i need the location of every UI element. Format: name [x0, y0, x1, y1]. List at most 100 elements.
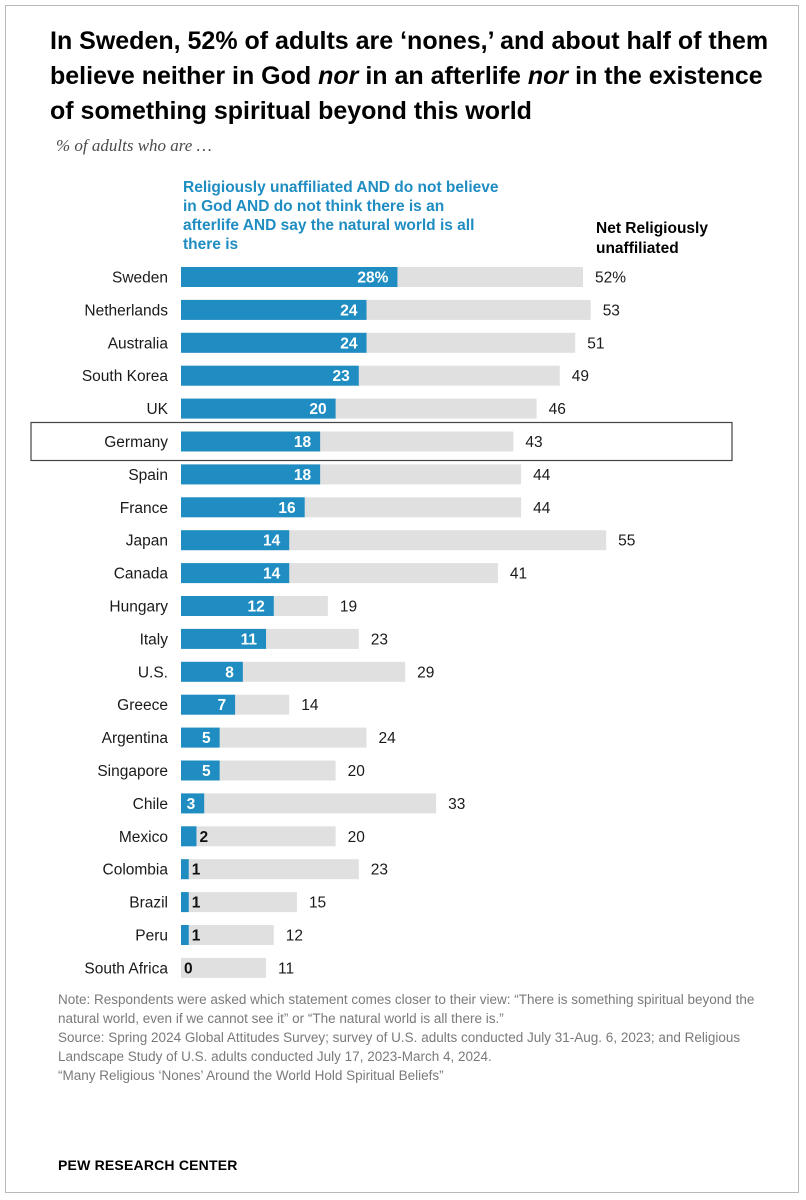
- blue-value-label-peru: 1: [192, 928, 201, 945]
- blue-bar-france: [181, 497, 305, 518]
- blue-value-label-south-africa: 0: [184, 960, 193, 977]
- category-label-germany: Germany: [104, 434, 168, 451]
- category-label-canada: Canada: [114, 566, 169, 583]
- chart-subtitle: % of adults who are …: [56, 136, 212, 155]
- blue-value-label-argentina: 5: [202, 730, 211, 747]
- chart-frame: [5, 5, 799, 1193]
- blue-value-label-mexico: 2: [199, 829, 208, 846]
- net-value-label-hungary: 19: [340, 599, 357, 616]
- blue-bar-mexico: [181, 826, 197, 847]
- net-value-label-netherlands: 53: [603, 302, 620, 319]
- net-value-label-south-korea: 49: [572, 368, 589, 385]
- category-label-france: France: [120, 500, 168, 517]
- net-series-header-text: Net Religiously unaffiliated: [596, 220, 708, 257]
- blue-value-label-sweden: 28%: [357, 270, 388, 287]
- chart-title: In Sweden, 52% of adults are ‘nones,’ an…: [50, 27, 769, 125]
- net-value-label-chile: 33: [448, 796, 465, 813]
- blue-bar-singapore: [181, 760, 220, 781]
- net-value-label-brazil: 15: [309, 895, 326, 912]
- net-value-label-south-africa: 11: [278, 960, 294, 977]
- category-label-mexico: Mexico: [119, 829, 168, 846]
- blue-bar-netherlands: [181, 299, 367, 320]
- blue-bar-uk: [181, 398, 336, 419]
- net-bar-brazil: [181, 892, 297, 913]
- blue-bar-japan: [181, 530, 290, 551]
- net-value-label-uk: 46: [549, 401, 566, 418]
- blue-value-label-hungary: 12: [248, 599, 265, 616]
- blue-bar-colombia: [181, 859, 189, 880]
- blue-bar-brazil: [181, 892, 189, 913]
- category-label-colombia: Colombia: [103, 862, 169, 879]
- blue-value-label-chile: 3: [187, 796, 196, 813]
- net-value-label-australia: 51: [587, 335, 604, 352]
- net-bar-argentina: [181, 727, 367, 748]
- category-label-australia: Australia: [108, 335, 169, 352]
- blue-bar-u-s: [181, 661, 243, 682]
- category-label-japan: Japan: [126, 533, 168, 550]
- net-value-label-spain: 44: [533, 467, 551, 484]
- net-bar-peru: [181, 925, 274, 945]
- blue-value-label-germany: 18: [294, 434, 312, 451]
- category-label-hungary: Hungary: [109, 599, 168, 616]
- net-value-label-argentina: 24: [379, 730, 397, 747]
- net-value-label-colombia: 23: [371, 862, 388, 879]
- blue-value-label-brazil: 1: [192, 895, 201, 912]
- category-label-u-s: U.S.: [138, 664, 168, 681]
- blue-bar-australia: [181, 332, 367, 353]
- blue-value-label-u-s: 8: [225, 664, 234, 681]
- blue-series-header: Religiously unaffiliated AND do not beli…: [183, 179, 499, 253]
- blue-bar-italy: [181, 628, 267, 649]
- blue-value-label-south-korea: 23: [333, 368, 351, 385]
- net-series-header: Net Religiously unaffiliated: [596, 219, 708, 259]
- net-value-label-greece: 14: [301, 697, 319, 714]
- net-value-label-france: 44: [533, 500, 551, 517]
- net-bar-mexico: [181, 826, 336, 847]
- blue-bar-peru: [181, 925, 189, 945]
- blue-value-label-colombia: 1: [192, 862, 201, 879]
- blue-value-label-japan: 14: [263, 533, 281, 550]
- note-text: Note: Respondents were asked which state…: [58, 992, 755, 1026]
- net-value-label-peru: 12: [286, 928, 303, 945]
- blue-bar-hungary: [181, 596, 274, 616]
- pew-footer: PEW RESEARCH CENTER: [58, 1157, 238, 1173]
- blue-value-label-italy: 11: [241, 631, 258, 648]
- category-label-uk: UK: [146, 401, 168, 418]
- category-label-spain: Spain: [128, 467, 168, 484]
- category-label-chile: Chile: [133, 796, 168, 813]
- blue-bar-canada: [181, 563, 290, 584]
- net-value-label-canada: 41: [510, 566, 527, 583]
- highlight-box-germany: [30, 421, 733, 462]
- category-label-italy: Italy: [140, 631, 169, 648]
- net-value-label-japan: 55: [618, 533, 635, 550]
- blue-value-label-canada: 14: [263, 566, 281, 583]
- net-value-label-italy: 23: [371, 631, 388, 648]
- category-label-singapore: Singapore: [97, 763, 168, 780]
- blue-value-label-france: 16: [278, 500, 296, 517]
- net-value-label-u-s: 29: [417, 664, 434, 681]
- category-label-brazil: Brazil: [129, 895, 168, 912]
- blue-bar-greece: [181, 694, 236, 715]
- category-label-peru: Peru: [135, 928, 168, 945]
- category-label-greece: Greece: [117, 697, 168, 714]
- category-label-netherlands: Netherlands: [84, 302, 168, 319]
- blue-bar-sweden: [181, 267, 398, 287]
- net-value-label-sweden: 52%: [595, 270, 626, 287]
- report-title-text: “Many Religious ‘Nones’ Around the World…: [58, 1068, 444, 1083]
- blue-value-label-greece: 7: [217, 697, 226, 714]
- blue-bar-chile: [181, 793, 205, 814]
- blue-value-label-singapore: 5: [202, 763, 211, 780]
- source-text: Source: Spring 2024 Global Attitudes Sur…: [58, 1030, 741, 1064]
- net-bar-chile: [181, 793, 437, 814]
- category-label-south-korea: South Korea: [82, 368, 169, 385]
- category-label-south-africa: South Africa: [84, 960, 168, 977]
- category-label-argentina: Argentina: [102, 730, 169, 747]
- blue-value-label-spain: 18: [294, 467, 312, 484]
- blue-value-label-uk: 20: [309, 401, 326, 418]
- net-value-label-germany: 43: [525, 434, 542, 451]
- blue-bar-argentina: [181, 727, 220, 748]
- blue-bar-spain: [181, 464, 321, 485]
- blue-bar-south-korea: [181, 365, 359, 386]
- chart-notes: Note: Respondents were asked which state…: [58, 990, 778, 1085]
- net-bar-south-africa: [181, 957, 267, 978]
